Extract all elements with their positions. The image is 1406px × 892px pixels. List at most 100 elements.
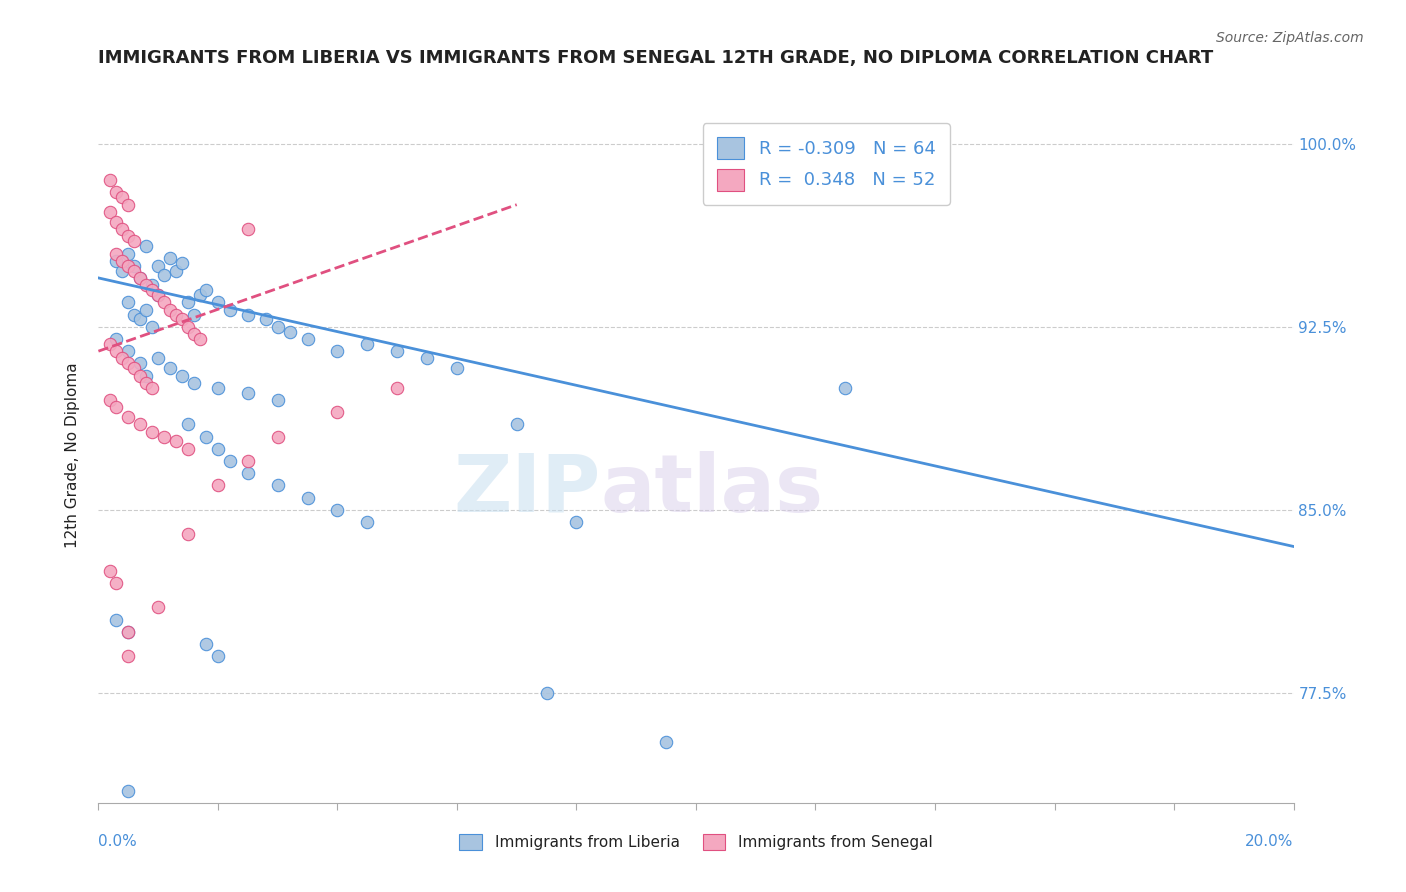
Point [124,308,146,322]
Point [172,312,194,326]
Point [100,336,122,351]
Point [207,381,229,395]
Point [834,381,856,395]
Point [100,205,122,219]
Point [172,256,194,270]
Point [111,222,134,236]
Point [153,295,176,310]
Point [236,385,259,400]
Point [153,268,176,283]
Point [219,302,242,317]
Point [111,263,134,277]
Point [165,263,187,277]
Point [207,649,229,664]
Point [195,429,218,443]
Point [446,361,468,376]
Point [141,381,163,395]
Point [135,278,157,293]
Point [117,410,139,425]
Point [124,235,146,249]
Point [124,361,146,376]
Point [207,442,229,456]
Point [278,325,301,339]
Point [188,288,211,302]
Point [195,637,218,651]
Point [105,186,128,200]
Point [135,239,157,253]
Point [111,351,134,366]
Point [105,401,128,415]
Text: 20.0%: 20.0% [1246,834,1294,849]
Point [236,454,259,468]
Point [105,215,128,229]
Point [105,576,128,591]
Point [117,649,139,664]
Point [183,327,205,342]
Point [165,434,187,449]
Point [207,478,229,492]
Point [129,368,152,383]
Point [148,600,170,615]
Point [141,283,163,297]
Point [117,295,139,310]
Point [148,288,170,302]
Point [207,295,229,310]
Point [141,425,163,439]
Point [177,295,200,310]
Point [117,259,139,273]
Point [153,429,176,443]
Point [356,336,378,351]
Point [111,253,134,268]
Point [165,308,187,322]
Point [100,173,122,187]
Point [117,344,139,359]
Text: IMMIGRANTS FROM LIBERIA VS IMMIGRANTS FROM SENEGAL 12TH GRADE, NO DIPLOMA CORREL: IMMIGRANTS FROM LIBERIA VS IMMIGRANTS FR… [98,49,1213,67]
Point [135,302,157,317]
Point [254,312,277,326]
Point [385,381,409,395]
Point [177,417,200,432]
Point [100,564,122,578]
Point [267,319,290,334]
Point [105,246,128,260]
Point [141,319,163,334]
Point [105,344,128,359]
Point [177,319,200,334]
Point [159,361,181,376]
Point [141,278,163,293]
Point [135,368,157,383]
Point [129,356,152,370]
Point [105,253,128,268]
Point [117,356,139,370]
Point [236,308,259,322]
Text: 0.0%: 0.0% [98,834,138,849]
Point [297,491,319,505]
Point [236,222,259,236]
Point [297,332,319,346]
Point [117,624,139,639]
Point [124,259,146,273]
Text: ZIP: ZIP [453,450,600,529]
Point [105,613,128,627]
Point [117,624,139,639]
Point [148,259,170,273]
Point [129,271,152,285]
Point [159,302,181,317]
Point [506,417,529,432]
Point [219,454,242,468]
Point [236,467,259,481]
Point [326,405,349,419]
Point [124,263,146,277]
Legend: Immigrants from Liberia, Immigrants from Senegal: Immigrants from Liberia, Immigrants from… [451,827,941,858]
Point [129,271,152,285]
Point [105,332,128,346]
Point [385,344,409,359]
Point [129,417,152,432]
Point [267,392,290,407]
Point [536,686,558,700]
Point [172,368,194,383]
Point [195,283,218,297]
Point [117,229,139,244]
Point [267,478,290,492]
Text: atlas: atlas [600,450,824,529]
